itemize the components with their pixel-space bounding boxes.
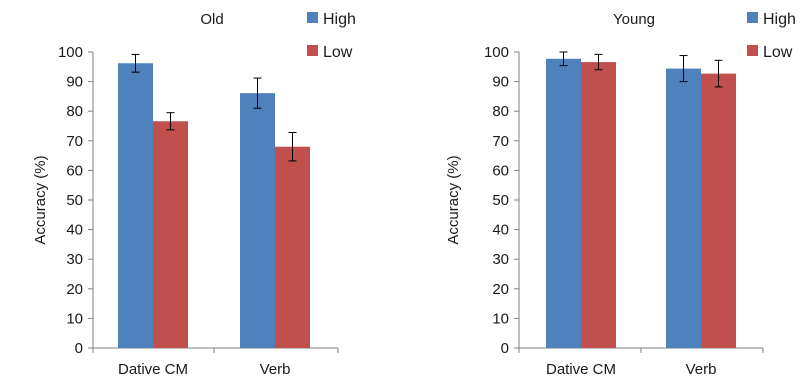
y-tick-label: 0 [75,340,83,357]
y-tick-label: 40 [66,222,83,239]
y-tick-label: 30 [492,251,509,268]
legend-label-high: High [763,11,796,28]
y-tick-label: 10 [492,310,509,327]
y-axis-label: Accuracy (%) [32,155,49,244]
bar-high-0 [118,63,153,349]
y-tick-label: 60 [492,162,509,179]
y-tick-label: 0 [501,340,509,357]
y-tick-label: 90 [66,74,83,91]
bar-high-1 [666,68,701,349]
bar-low-0 [153,121,188,348]
y-tick-label: 70 [492,133,509,150]
y-tick-label: 80 [492,103,509,120]
bar-high-0 [546,58,581,349]
bar-low-1 [275,146,310,348]
y-tick-label: 80 [66,103,83,120]
x-tick-label: Dative CM [546,361,616,378]
x-tick-label: Verb [260,361,291,378]
legend-label-low: Low [323,44,353,61]
legend-label-high: High [323,11,356,28]
bar-low-1 [701,73,736,348]
legend-swatch-high [307,12,318,23]
x-tick-label: Verb [686,361,717,378]
legend-swatch-low [307,45,318,56]
bar-high-1 [240,93,275,348]
y-tick-label: 90 [492,74,509,91]
y-tick-label: 70 [66,133,83,150]
chart-panel-young: Young 0 10 20 30 40 50 60 70 80 90 100 Accuracy (%) D… [445,11,796,378]
y-tick-label: 50 [492,192,509,209]
y-tick-label: 20 [492,281,509,298]
y-axis-label: Accuracy (%) [445,155,462,244]
y-tick-label: 10 [66,310,83,327]
legend-swatch-low [747,45,758,56]
chart-title: Young [613,11,655,28]
y-tick-label: 100 [484,44,509,61]
y-tick-label: 100 [58,44,83,61]
x-tick-label: Dative CM [118,361,188,378]
y-tick-label: 60 [66,162,83,179]
y-tick-label: 40 [492,222,509,239]
legend-label-low: Low [763,44,793,61]
legend-swatch-high [747,12,758,23]
y-tick-label: 20 [66,281,83,298]
bar-low-0 [581,62,616,349]
y-tick-label: 30 [66,251,83,268]
chart-panel-old: Old 0 10 20 30 40 50 60 70 80 90 100 Accuracy (%) Dat… [32,11,356,378]
chart-title: Old [200,11,223,28]
y-tick-label: 50 [66,192,83,209]
